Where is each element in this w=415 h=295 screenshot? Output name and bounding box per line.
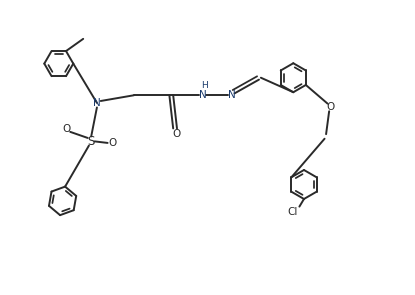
Text: N: N — [199, 90, 206, 100]
Text: O: O — [62, 124, 71, 134]
Text: H: H — [201, 81, 208, 90]
Text: N: N — [228, 90, 235, 100]
Text: O: O — [108, 138, 116, 148]
Text: S: S — [88, 135, 95, 148]
Text: N: N — [93, 98, 101, 108]
Text: O: O — [327, 102, 335, 112]
Text: Cl: Cl — [287, 207, 298, 217]
Text: O: O — [173, 129, 181, 139]
